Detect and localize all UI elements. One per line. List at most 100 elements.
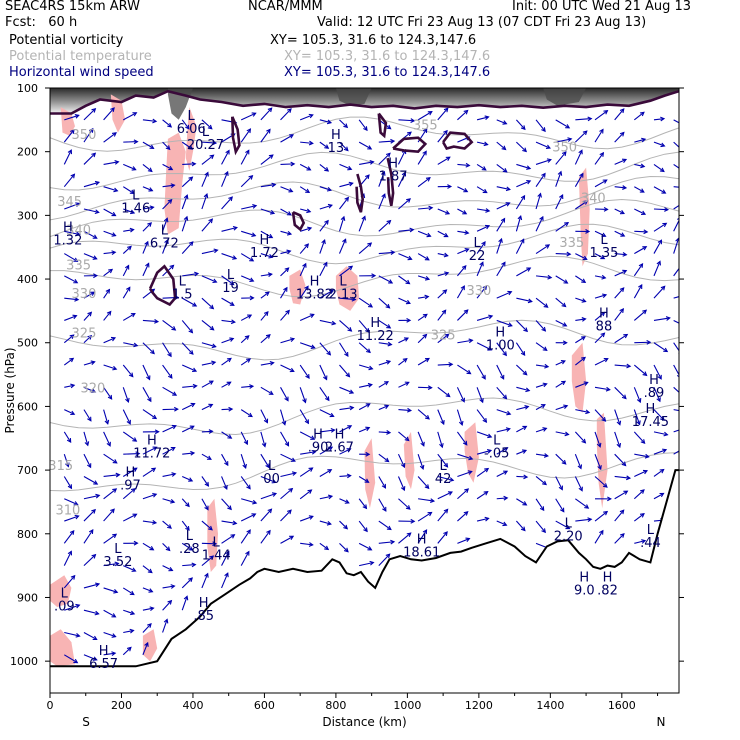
wind-arrowhead	[190, 402, 196, 408]
wind-arrowhead	[249, 295, 255, 301]
wind-arrow	[614, 159, 627, 165]
wind-arrow	[633, 284, 643, 299]
wind-arrowhead	[92, 656, 98, 661]
wind-arrowhead	[147, 167, 153, 173]
wind-arrowhead	[526, 179, 532, 185]
wind-arrowhead	[269, 360, 275, 366]
wind-arrowhead	[344, 499, 350, 504]
wind-arrow	[358, 520, 368, 532]
theta-contour	[50, 452, 679, 492]
wind-arrowhead	[67, 550, 73, 556]
wind-arrow	[594, 332, 605, 344]
wind-arrowhead	[539, 506, 545, 512]
wind-arrowhead	[485, 224, 491, 230]
extremum-type: L	[565, 516, 573, 531]
wind-arrow	[378, 152, 391, 165]
x-tick-label: 200	[111, 699, 132, 712]
wind-arrowhead	[363, 126, 368, 132]
wind-arrowhead	[327, 203, 333, 209]
wind-arrowhead	[483, 491, 489, 496]
wind-arrow	[574, 130, 588, 143]
wind-arrow	[260, 453, 270, 468]
wind-arrowhead	[583, 381, 589, 386]
wind-arrowhead	[324, 545, 330, 551]
wind-arrow	[496, 218, 506, 232]
extremum-value: 2.13	[329, 287, 358, 302]
wind-arrowhead	[248, 174, 254, 180]
wind-arrow	[575, 518, 592, 522]
wind-arrow	[83, 632, 97, 640]
wind-arrowhead	[622, 269, 628, 275]
extremum-value: .85	[193, 609, 214, 624]
wind-arrow	[162, 565, 173, 572]
wind-arrowhead	[204, 171, 209, 177]
wind-arrowhead	[543, 303, 549, 308]
wind-arrow	[181, 176, 193, 188]
wind-arrowhead	[281, 420, 287, 426]
wind-arrow	[378, 342, 392, 346]
wind-arrowhead	[425, 177, 431, 182]
wind-arrow	[437, 431, 443, 448]
wind-arrowhead	[616, 420, 622, 426]
wind-arrowhead	[132, 513, 138, 518]
wind-arrowhead	[188, 176, 194, 182]
wind-arrowhead	[544, 363, 550, 369]
wind-arrow	[417, 358, 430, 366]
extremum-value: .28	[179, 542, 200, 557]
wind-arrowhead	[619, 209, 625, 215]
wind-arrow	[398, 275, 410, 285]
wind-arrowhead	[324, 219, 329, 225]
wind-arrowhead	[443, 252, 449, 258]
wind-arrow	[457, 309, 469, 321]
wind-arrowhead	[133, 139, 139, 145]
wind-arrow	[63, 454, 69, 467]
wind-arrow	[280, 431, 289, 446]
wind-arrowhead	[66, 438, 72, 444]
wind-arrowhead	[463, 309, 469, 315]
wind-arrow	[122, 313, 136, 321]
wind-arrow	[476, 342, 492, 351]
wind-arrow	[280, 453, 296, 462]
pv-high-shading	[543, 88, 587, 106]
wind-arrowhead	[106, 441, 111, 447]
wind-arrowhead	[464, 230, 470, 235]
wind-arrowhead	[543, 453, 549, 458]
wind-arrow	[594, 311, 605, 321]
pv-contour	[441, 131, 474, 151]
wind-arrow	[417, 177, 431, 188]
wind-arrow	[221, 408, 233, 411]
wind-arrow	[457, 470, 472, 477]
wind-arrow	[535, 173, 546, 188]
wind-arrow	[162, 386, 177, 396]
wind-arrow	[260, 409, 268, 423]
wind-arrowhead	[640, 439, 646, 444]
wind-arrow	[673, 119, 679, 124]
theta-label: 350	[552, 141, 577, 156]
theta-contour	[50, 255, 679, 298]
wind-arrowhead	[402, 358, 408, 363]
wind-arrowhead	[410, 518, 416, 524]
wind-arrowhead	[113, 187, 119, 193]
wind-arrowhead	[424, 357, 430, 363]
wind-arrowhead	[310, 435, 316, 440]
wind-arrowhead	[311, 449, 317, 455]
wind-arrowhead	[289, 535, 295, 541]
wind-arrowhead	[65, 462, 70, 468]
wind-arrowhead	[154, 429, 160, 435]
wind-arrow	[633, 409, 641, 425]
wind-arrowhead	[579, 172, 584, 178]
wind-arrow	[496, 470, 508, 477]
wind-arrowhead	[342, 238, 347, 244]
wind-arrow	[378, 553, 391, 567]
x-tick-label: 1600	[608, 699, 636, 712]
wind-arrowhead	[133, 540, 139, 546]
wind-arrowhead	[251, 232, 257, 237]
wind-arrowhead	[503, 495, 509, 501]
wind-arrow	[417, 111, 433, 121]
wind-arrowhead	[440, 419, 445, 426]
wind-arrow	[614, 533, 625, 544]
wind-arrowhead	[91, 152, 97, 158]
wind-arrow	[496, 520, 507, 526]
wind-arrowhead	[467, 470, 473, 475]
wind-arrowhead	[562, 322, 568, 327]
